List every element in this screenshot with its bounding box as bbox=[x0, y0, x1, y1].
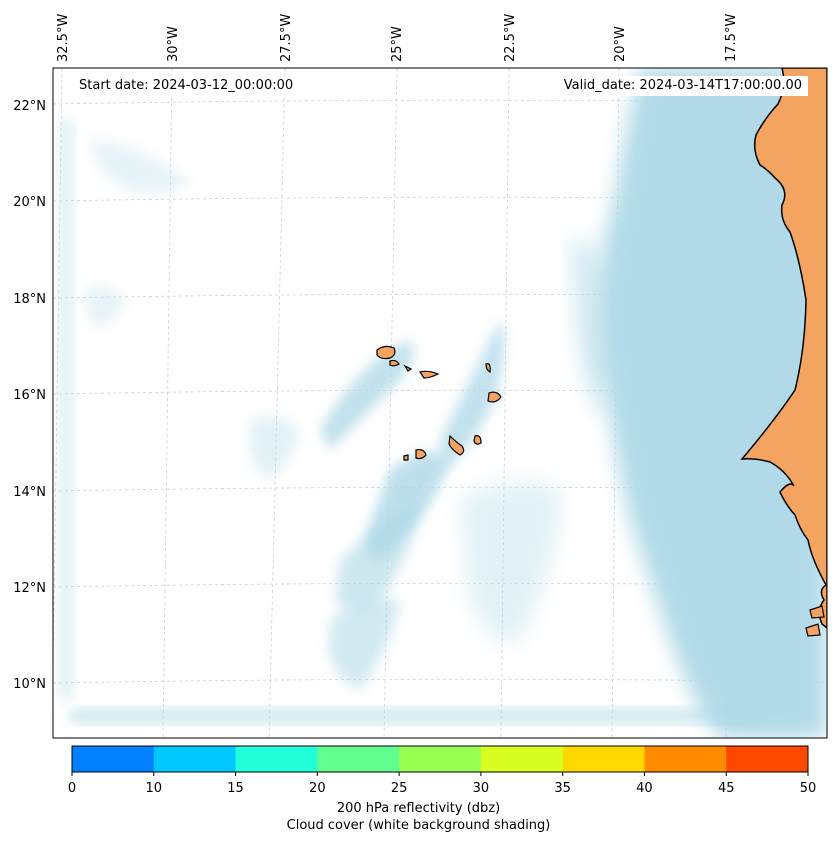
meridian-27-5w bbox=[268, 68, 286, 738]
island-sal bbox=[485, 363, 491, 373]
map-frame bbox=[52, 67, 828, 739]
cape-verde-islands bbox=[376, 345, 502, 461]
colorbar-tick-label: 20 bbox=[309, 781, 326, 796]
lon-label-27-5w: 27.5°W bbox=[279, 14, 294, 62]
cloud-streak-6 bbox=[460, 482, 560, 642]
parallel-22n bbox=[53, 99, 827, 105]
cloud-band-south bbox=[70, 708, 770, 724]
meridian-20w bbox=[611, 68, 620, 738]
cloud-patch-northwest bbox=[90, 140, 190, 194]
lat-label-10n: 10°N bbox=[13, 677, 46, 692]
lat-label-18n: 18°N bbox=[13, 292, 46, 307]
island-sao-nicolau bbox=[419, 370, 440, 379]
colorbar-segment bbox=[480, 746, 564, 772]
lon-label-22-5w: 22.5°W bbox=[503, 14, 518, 62]
cloud-streak-2 bbox=[440, 320, 504, 470]
parallel-18n bbox=[53, 293, 827, 299]
lat-label-14n: 14°N bbox=[13, 485, 46, 500]
colorbar-segment bbox=[562, 746, 645, 772]
lat-label-12n: 12°N bbox=[13, 581, 46, 596]
island-fogo bbox=[415, 448, 427, 460]
colorbar-segment bbox=[644, 746, 727, 772]
meridian-30w bbox=[162, 68, 173, 738]
colorbar-tick-label: 0 bbox=[67, 781, 77, 796]
cloud-streak-1 bbox=[320, 340, 414, 450]
start-date-label: Start date: 2024-03-12_00:00:00 bbox=[73, 76, 300, 96]
colorbar-tick-label: 15 bbox=[227, 781, 244, 796]
colorbar-segment bbox=[399, 746, 482, 772]
island-brava bbox=[403, 454, 409, 461]
cloud-band-east bbox=[599, 68, 827, 738]
island-santo-antao bbox=[376, 345, 396, 360]
island-maio bbox=[473, 435, 482, 445]
latitude-labels: 22°N 20°N 18°N 16°N 14°N 12°N 10°N bbox=[13, 99, 46, 692]
valid-date-label: Valid_date: 2024-03-14T17:00:00.00 bbox=[557, 76, 808, 96]
lon-label-20w: 20°W bbox=[613, 26, 628, 62]
colorbar-tick-label: 10 bbox=[145, 781, 163, 796]
colorbar-tick-label: 25 bbox=[390, 781, 408, 796]
cloud-streak-5 bbox=[328, 597, 400, 690]
island-boa-vista bbox=[487, 391, 502, 403]
colorbar-segment bbox=[153, 746, 237, 772]
colorbar-subtitle: Cloud cover (white background shading) bbox=[286, 818, 551, 833]
island-santiago bbox=[448, 434, 465, 456]
colorbar-segment bbox=[235, 746, 318, 772]
colorbar-frame bbox=[71, 745, 809, 773]
parallel-12n bbox=[53, 582, 827, 588]
colorbar-tick-label: 50 bbox=[799, 781, 817, 796]
cloud-patch-west-2 bbox=[85, 286, 125, 326]
colorbar-segment bbox=[726, 746, 809, 772]
cloud-patch-east-inner bbox=[570, 238, 612, 420]
meridian-32-5w bbox=[53, 68, 63, 698]
lat-label-16n: 16°N bbox=[13, 388, 46, 403]
map-content bbox=[53, 68, 827, 738]
colorbar-tick-label: 40 bbox=[636, 781, 653, 796]
lon-label-30w: 30°W bbox=[166, 26, 181, 62]
colorbar-tick-label: 35 bbox=[554, 781, 571, 796]
parallel-10n bbox=[53, 678, 827, 684]
cloud-band-west bbox=[58, 120, 74, 700]
cloud-patch-west bbox=[249, 416, 300, 480]
island-santa-luzia bbox=[403, 364, 413, 372]
parallel-16n bbox=[53, 389, 827, 395]
colorbar-segment bbox=[317, 746, 400, 772]
parallel-14n bbox=[53, 486, 827, 492]
cloud-cover bbox=[58, 68, 827, 738]
parallel-20n bbox=[53, 196, 827, 202]
colorbar-segment bbox=[72, 746, 155, 772]
lat-label-22n: 22°N bbox=[13, 99, 46, 114]
colorbar-tick-label: 30 bbox=[472, 781, 490, 796]
lon-label-25w: 25°W bbox=[390, 26, 405, 62]
cloud-streak-4 bbox=[335, 500, 420, 610]
africa-coast-land bbox=[740, 68, 827, 629]
bissagos-island-1 bbox=[809, 605, 825, 619]
bissagos-island-2 bbox=[805, 623, 821, 637]
colorbar-title: 200 hPa reflectivity (dbz) bbox=[336, 801, 501, 816]
colorbar-tick-label: 45 bbox=[717, 781, 735, 796]
colorbar bbox=[71, 745, 809, 776]
island-sao-vicente bbox=[389, 359, 400, 367]
lat-label-20n: 20°N bbox=[13, 195, 46, 210]
longitude-labels: 32.5°W 30°W 27.5°W 25°W 22.5°W 20°W 17.5… bbox=[56, 14, 739, 62]
lon-label-32-5w: 32.5°W bbox=[56, 14, 71, 62]
lon-label-17-5w: 17.5°W bbox=[724, 14, 739, 62]
